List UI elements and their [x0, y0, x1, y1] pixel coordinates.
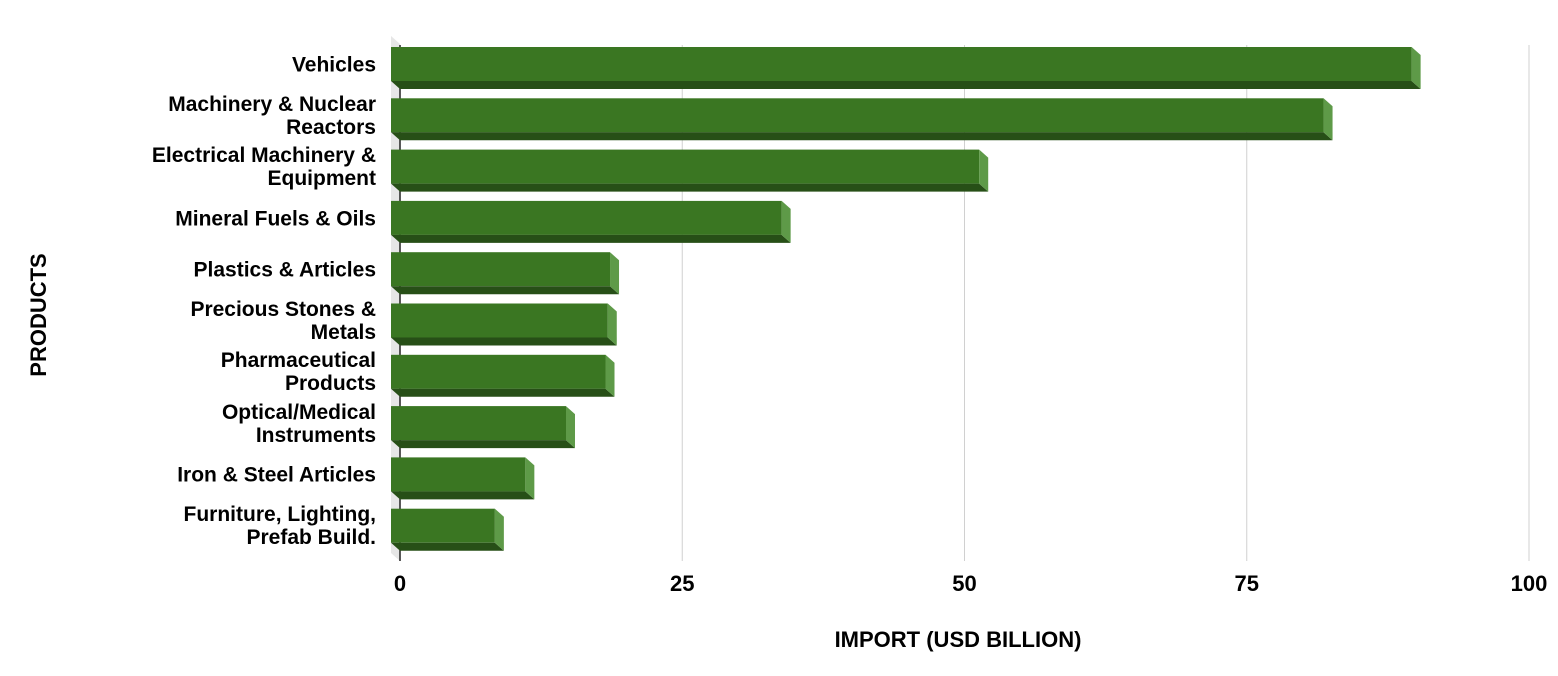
- bar-side: [607, 303, 617, 346]
- bar-bottom: [391, 286, 620, 295]
- bar-front: [391, 303, 608, 338]
- bar-side: [781, 200, 791, 243]
- bar-front: [391, 252, 611, 287]
- bar-front: [391, 47, 1412, 81]
- bar-bottom: [391, 440, 575, 449]
- bar: [391, 457, 535, 500]
- bar-front: [391, 200, 782, 235]
- bar: [391, 508, 504, 551]
- bar: [391, 98, 1333, 141]
- x-tick-label: 75: [1235, 571, 1259, 596]
- y-tick-label: Iron & Steel Articles: [177, 463, 376, 487]
- y-tick-label: Pharmaceutical Products: [220, 349, 376, 396]
- bar-side: [979, 149, 989, 192]
- x-tick-label: 50: [952, 571, 976, 596]
- x-tick-label: 0: [394, 571, 406, 596]
- bar-side: [1411, 47, 1421, 89]
- bar-front: [391, 508, 495, 543]
- bar-side: [565, 406, 575, 449]
- bar-bottom: [391, 388, 615, 397]
- y-tick-label: Plastics & Articles: [193, 258, 376, 282]
- x-tick-label: 100: [1511, 571, 1548, 596]
- y-tick-label: Optical/Medical Instruments: [221, 400, 376, 447]
- y-tick-label: Furniture, Lighting, Prefab Build.: [183, 503, 376, 550]
- y-tick-label: Electrical Machinery & Equipment: [151, 144, 376, 191]
- bar-bottom: [391, 491, 535, 500]
- x-tick-label: 25: [670, 571, 694, 596]
- bar-front: [391, 149, 980, 184]
- bar-side: [525, 457, 535, 500]
- bar-bottom: [391, 337, 617, 346]
- bar-bottom: [391, 542, 504, 551]
- y-tick-label: Mineral Fuels & Oils: [175, 207, 376, 231]
- bar: [391, 47, 1421, 89]
- bar-front: [391, 98, 1324, 133]
- bar-bottom: [391, 132, 1333, 141]
- bar-side: [494, 508, 504, 551]
- bar: [391, 149, 989, 192]
- bar: [391, 406, 575, 449]
- bar-front: [391, 354, 606, 389]
- bar-front: [391, 457, 526, 492]
- bar-side: [1323, 98, 1333, 141]
- bar: [391, 200, 791, 243]
- y-tick-label: Machinery & Nuclear Reactors: [168, 92, 376, 139]
- bar: [391, 354, 615, 397]
- y-tick-label: Vehicles: [291, 53, 376, 77]
- bar: [391, 303, 617, 346]
- x-axis-title: IMPORT (USD BILLION): [835, 627, 1082, 652]
- bar-front: [391, 406, 566, 441]
- bar-side: [605, 354, 615, 397]
- bar-side: [610, 252, 620, 295]
- y-tick-label: Precious Stones & Metals: [190, 298, 376, 345]
- y-axis-title: PRODUCTS: [26, 253, 51, 376]
- bar: [391, 252, 620, 295]
- bar-bottom: [391, 183, 989, 192]
- bar-bottom: [391, 81, 1421, 89]
- bar-bottom: [391, 234, 791, 243]
